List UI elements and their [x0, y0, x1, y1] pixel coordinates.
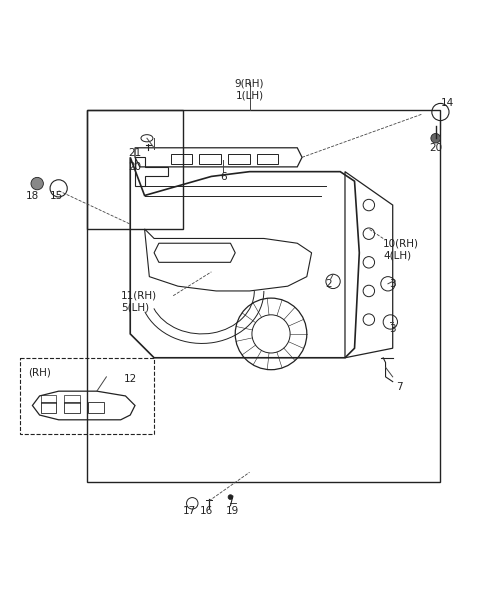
Text: 20: 20 — [128, 162, 141, 172]
Circle shape — [31, 177, 43, 190]
Bar — [257, 153, 278, 164]
Text: 15: 15 — [49, 191, 63, 201]
Bar — [40, 394, 56, 403]
Text: 16: 16 — [200, 505, 213, 516]
Text: 6: 6 — [220, 172, 227, 182]
Bar — [171, 153, 192, 164]
Circle shape — [228, 495, 233, 499]
Bar — [88, 402, 104, 413]
Text: 17: 17 — [183, 505, 196, 516]
Bar — [228, 153, 250, 164]
Text: 7: 7 — [396, 382, 403, 392]
Bar — [199, 153, 221, 164]
Text: 20: 20 — [429, 143, 442, 153]
Text: 19: 19 — [226, 505, 240, 516]
Text: 3: 3 — [389, 279, 396, 289]
Text: 10(RH)
4(LH): 10(RH) 4(LH) — [383, 239, 419, 260]
Text: 3: 3 — [389, 325, 396, 334]
Bar — [64, 402, 80, 413]
Bar — [64, 394, 80, 403]
Text: (RH): (RH) — [28, 367, 50, 377]
Circle shape — [431, 133, 441, 143]
Text: 21: 21 — [128, 148, 141, 158]
Text: 18: 18 — [26, 191, 39, 201]
Text: 9(RH)
1(LH): 9(RH) 1(LH) — [235, 79, 264, 100]
Text: 12: 12 — [124, 374, 137, 385]
Text: 14: 14 — [441, 98, 454, 108]
Bar — [40, 402, 56, 413]
Text: 2: 2 — [325, 279, 332, 289]
Text: 11(RH)
5(LH): 11(RH) 5(LH) — [120, 291, 157, 313]
